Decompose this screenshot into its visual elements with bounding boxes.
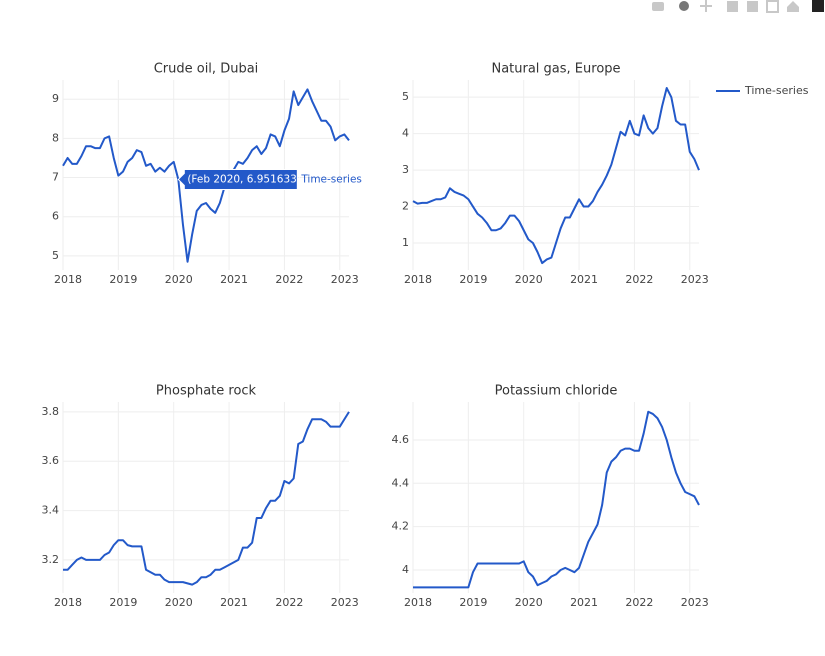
modebar <box>652 0 824 13</box>
camera-icon[interactable] <box>652 2 664 11</box>
y-tick-label: 7 <box>52 171 59 184</box>
x-tick-label: 2020 <box>165 596 193 609</box>
autoscale-icon[interactable] <box>766 0 779 13</box>
series-line <box>413 410 700 589</box>
hover-box <box>177 168 298 190</box>
y-tick-label: 4.2 <box>392 520 410 533</box>
y-tick-label: 4 <box>402 563 409 576</box>
hover-label: (Feb 2020, 6.951633) <box>187 173 301 185</box>
y-tick-label: 2 <box>402 200 409 213</box>
hover-tooltip: (Feb 2020, 6.951633) Time-series <box>177 168 362 190</box>
x-tick-label: 2020 <box>515 273 543 286</box>
y-tick-label: 4.4 <box>392 476 410 489</box>
x-tick-label: 2021 <box>570 596 598 609</box>
x-tick-label: 2018 <box>54 596 82 609</box>
y-tick-label: 3.6 <box>42 454 60 467</box>
x-tick-label: 2018 <box>54 273 82 286</box>
legend-label[interactable]: Time-series <box>744 84 809 97</box>
x-tick-label: 2021 <box>570 273 598 286</box>
x-tick-label: 2018 <box>404 596 432 609</box>
y-tick-label: 9 <box>52 92 59 105</box>
series-line <box>62 88 350 263</box>
series-line <box>63 411 350 586</box>
x-tick-label: 2020 <box>515 596 543 609</box>
y-tick-label: 8 <box>52 131 59 144</box>
zoom-out-icon[interactable] <box>747 1 758 12</box>
y-tick-label: 3.2 <box>42 553 60 566</box>
pan-icon-v <box>705 0 707 12</box>
y-tick-label: 5 <box>402 90 409 103</box>
x-tick-label: 2021 <box>220 596 248 609</box>
zoom-in-icon[interactable] <box>727 1 738 12</box>
subplot-title: Natural gas, Europe <box>491 62 620 77</box>
subplot-title: Potassium chloride <box>495 384 618 399</box>
y-tick-label: 1 <box>402 236 409 249</box>
x-tick-label: 2019 <box>459 273 487 286</box>
y-tick-label: 6 <box>52 210 59 223</box>
x-tick-label: 2022 <box>275 596 303 609</box>
x-tick-label: 2023 <box>331 596 359 609</box>
x-tick-label: 2023 <box>681 273 709 286</box>
zoom-icon[interactable] <box>679 1 689 11</box>
x-tick-label: 2020 <box>165 273 193 286</box>
y-tick-label: 5 <box>52 249 59 262</box>
x-tick-label: 2023 <box>331 273 359 286</box>
hover-series-name: Time-series <box>300 173 362 185</box>
x-tick-label: 2018 <box>404 273 432 286</box>
x-tick-label: 2019 <box>459 596 487 609</box>
y-tick-label: 4 <box>402 127 409 140</box>
series-line <box>412 87 700 265</box>
reset-icon[interactable] <box>787 1 799 12</box>
x-tick-label: 2019 <box>109 273 137 286</box>
x-tick-label: 2021 <box>220 273 248 286</box>
y-tick-label: 4.6 <box>392 433 410 446</box>
x-tick-label: 2022 <box>625 596 653 609</box>
plotly-logo[interactable] <box>812 0 824 12</box>
x-tick-label: 2023 <box>681 596 709 609</box>
x-tick-label: 2022 <box>275 273 303 286</box>
subplot-title: Crude oil, Dubai <box>154 62 259 77</box>
subplot-title: Phosphate rock <box>156 384 257 399</box>
y-tick-label: 3.8 <box>42 405 60 418</box>
x-tick-label: 2019 <box>109 596 137 609</box>
y-tick-label: 3.4 <box>42 504 60 517</box>
y-tick-label: 3 <box>402 163 409 176</box>
x-tick-label: 2022 <box>625 273 653 286</box>
